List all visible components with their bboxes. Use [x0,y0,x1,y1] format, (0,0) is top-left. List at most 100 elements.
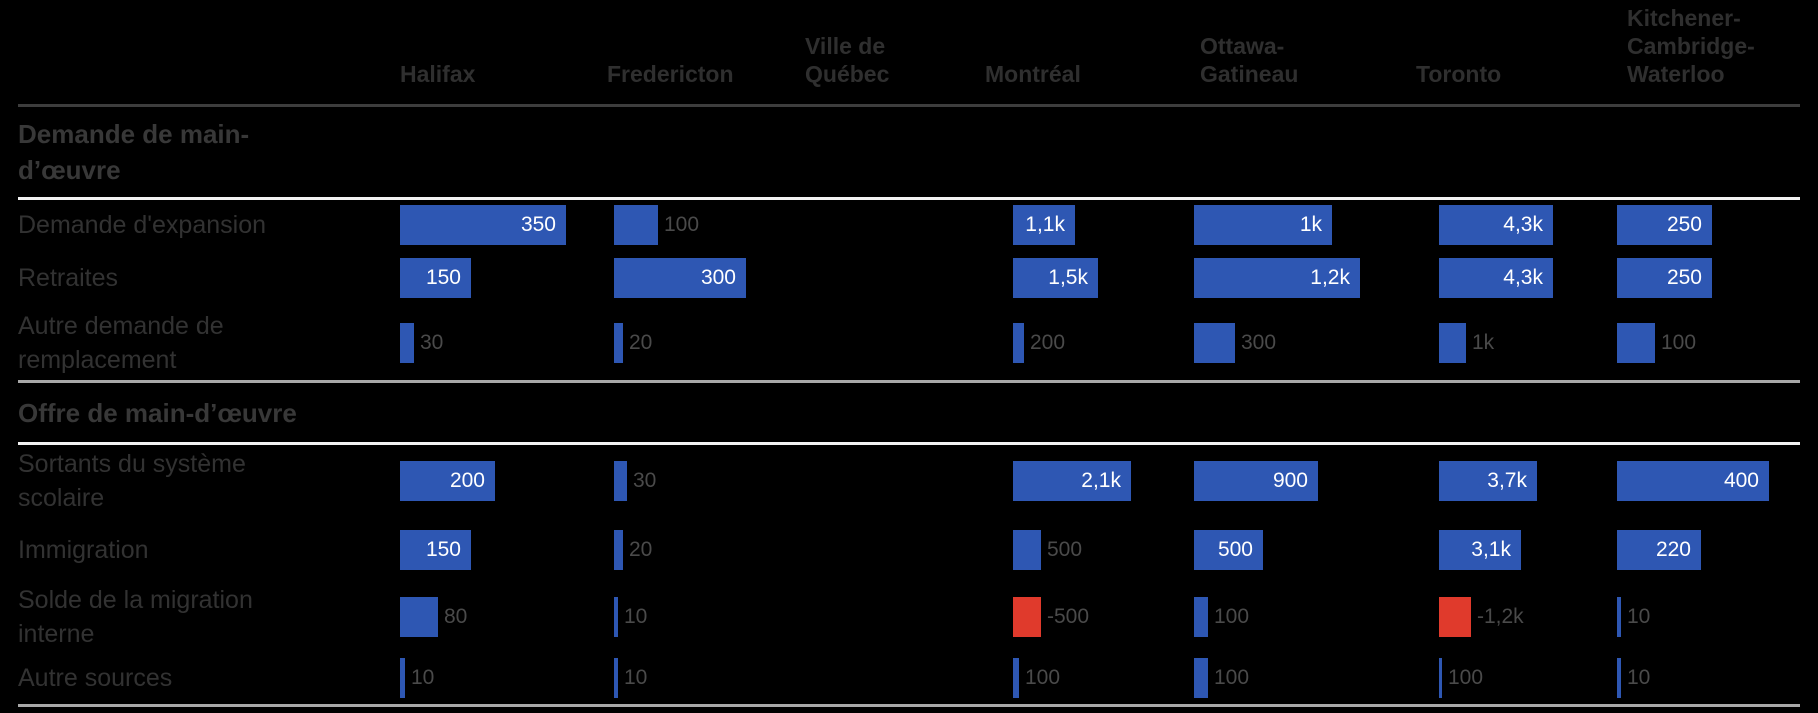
value-label: 10 [624,665,648,689]
positive-bar: 150 [400,258,471,298]
bar-cell: 1,5k [1013,258,1194,298]
bar-cell: 300 [1194,323,1439,363]
column-header-line: Québec [805,61,890,87]
bar-cell [813,258,1013,298]
positive-bar [1194,323,1235,363]
row-label-column-header [18,88,400,104]
row-label-line: scolaire [18,483,105,512]
bar-cell: 1k [1439,323,1617,363]
value-label: 10 [624,605,648,628]
column-header-5: Toronto [1416,60,1617,104]
bar-cell: -1,2k [1439,597,1617,637]
value-label: 200 [449,468,485,492]
column-header-line: Toronto [1416,61,1502,87]
table-row: Autre demande de remplacement 30 20 200 300 1… [18,306,1800,383]
bar-cell: 1k [1194,205,1439,245]
table-row: Immigration 150 20 500 500 3,1k 220 [18,516,1800,583]
bar-cell: 500 [1013,529,1194,570]
value-label: -500 [1047,605,1090,628]
column-header-1: Fredericton [607,60,813,104]
section-heading-line: Offre de main-d’œuvre [18,397,297,428]
bar-cell: 300 [614,258,813,298]
value-label: 4,3k [1503,213,1543,236]
positive-bar [400,597,438,637]
row-label-line: Demande d'expansion [18,211,266,239]
value-label: 3,7k [1487,468,1527,492]
section-heading-line: d’œuvre [18,155,121,185]
value-label: 10 [1627,605,1651,628]
table-row: Autre sources 10 10 100 100 100 10 [18,651,1800,707]
bar-cell: -500 [1013,597,1194,637]
value-label: 220 [1655,537,1691,561]
value-label: 250 [1666,266,1702,289]
positive-bar: 200 [400,460,495,501]
bar-cell: 10 [614,597,813,637]
value-label: 500 [1217,537,1253,561]
value-label: -1,2k [1477,605,1524,628]
value-label: 1,1k [1025,213,1065,236]
column-header-line: Fredericton [607,61,734,87]
bar-cell: 10 [614,657,813,698]
positive-bar: 900 [1194,460,1318,501]
row-label-line: interne [18,620,95,648]
column-header-line: Waterloo [1627,61,1725,87]
column-header-6: Kitchener- Cambridge- Waterloo [1627,4,1800,104]
bar-cell: 900 [1194,460,1439,501]
row-label: Immigration [18,533,400,567]
table-row: Demande d'expansion 350 100 1,1k 1k 4,3k 250 [18,200,1800,250]
bar-cell: 250 [1617,205,1800,245]
section-heading-line: Demande de main- [18,119,250,149]
positive-bar: 250 [1617,205,1712,245]
column-header-2: Ville de Québec [805,32,1013,104]
positive-bar: 4,3k [1439,205,1553,245]
row-label: Autre demande de remplacement [18,309,400,377]
column-header-line: Ville de [805,33,886,59]
bar-cell: 200 [1013,323,1194,363]
bar-cell: 400 [1617,460,1800,501]
bar-cell: 100 [1617,323,1800,363]
positive-bar [1013,323,1024,363]
table-body: Demande de main-d’œuvre Demande d'expans… [18,107,1800,707]
bar-cell: 30 [614,460,813,501]
bar-cell: 100 [614,205,813,245]
bar-cell: 20 [614,323,813,363]
value-label: 100 [1214,665,1250,689]
bar-cell: 10 [1617,597,1800,637]
value-label: 30 [633,468,657,492]
positive-bar: 1k [1194,205,1332,245]
value-label: 10 [411,665,435,689]
row-label-line: Immigration [18,535,149,564]
value-label: 10 [1627,665,1651,689]
table-row: Sortants du système scolaire 200 30 2,1k 900… [18,445,1800,516]
value-label: 20 [629,331,653,354]
value-label: 300 [1241,331,1277,354]
column-header-4: Ottawa- Gatineau [1200,32,1439,104]
positive-bar: 300 [614,258,746,298]
row-label: Sortants du système scolaire [18,447,400,515]
positive-bar [614,529,623,570]
bar-cell: 10 [400,657,614,698]
bar-cell: 20 [614,529,813,570]
column-header-line: Kitchener- [1627,5,1741,31]
value-label: 100 [1214,605,1250,628]
positive-bar: 500 [1194,529,1263,570]
row-label: Autre sources [18,661,400,695]
positive-bar [1013,529,1041,570]
value-label: 250 [1666,213,1702,236]
bar-cell [813,205,1013,245]
bar-cell: 250 [1617,258,1800,298]
bar-cell: 150 [400,529,614,570]
positive-bar: 350 [400,205,566,245]
bar-cell [813,530,1013,570]
positive-bar [1617,657,1621,698]
column-header-line: Montréal [985,61,1081,87]
table-row: Solde de la migration interne 80 10 -500 100… [18,583,1800,651]
bar-cell: 500 [1194,529,1439,570]
value-label: 900 [1272,468,1308,492]
value-label: 150 [425,266,461,289]
bar-cell [813,597,1013,637]
column-header-row: Halifax Fredericton Ville de Québec Montréal… [18,0,1800,107]
column-header-3: Montréal [985,60,1194,104]
bar-cell: 10 [1617,657,1800,698]
bar-cell: 200 [400,460,614,501]
